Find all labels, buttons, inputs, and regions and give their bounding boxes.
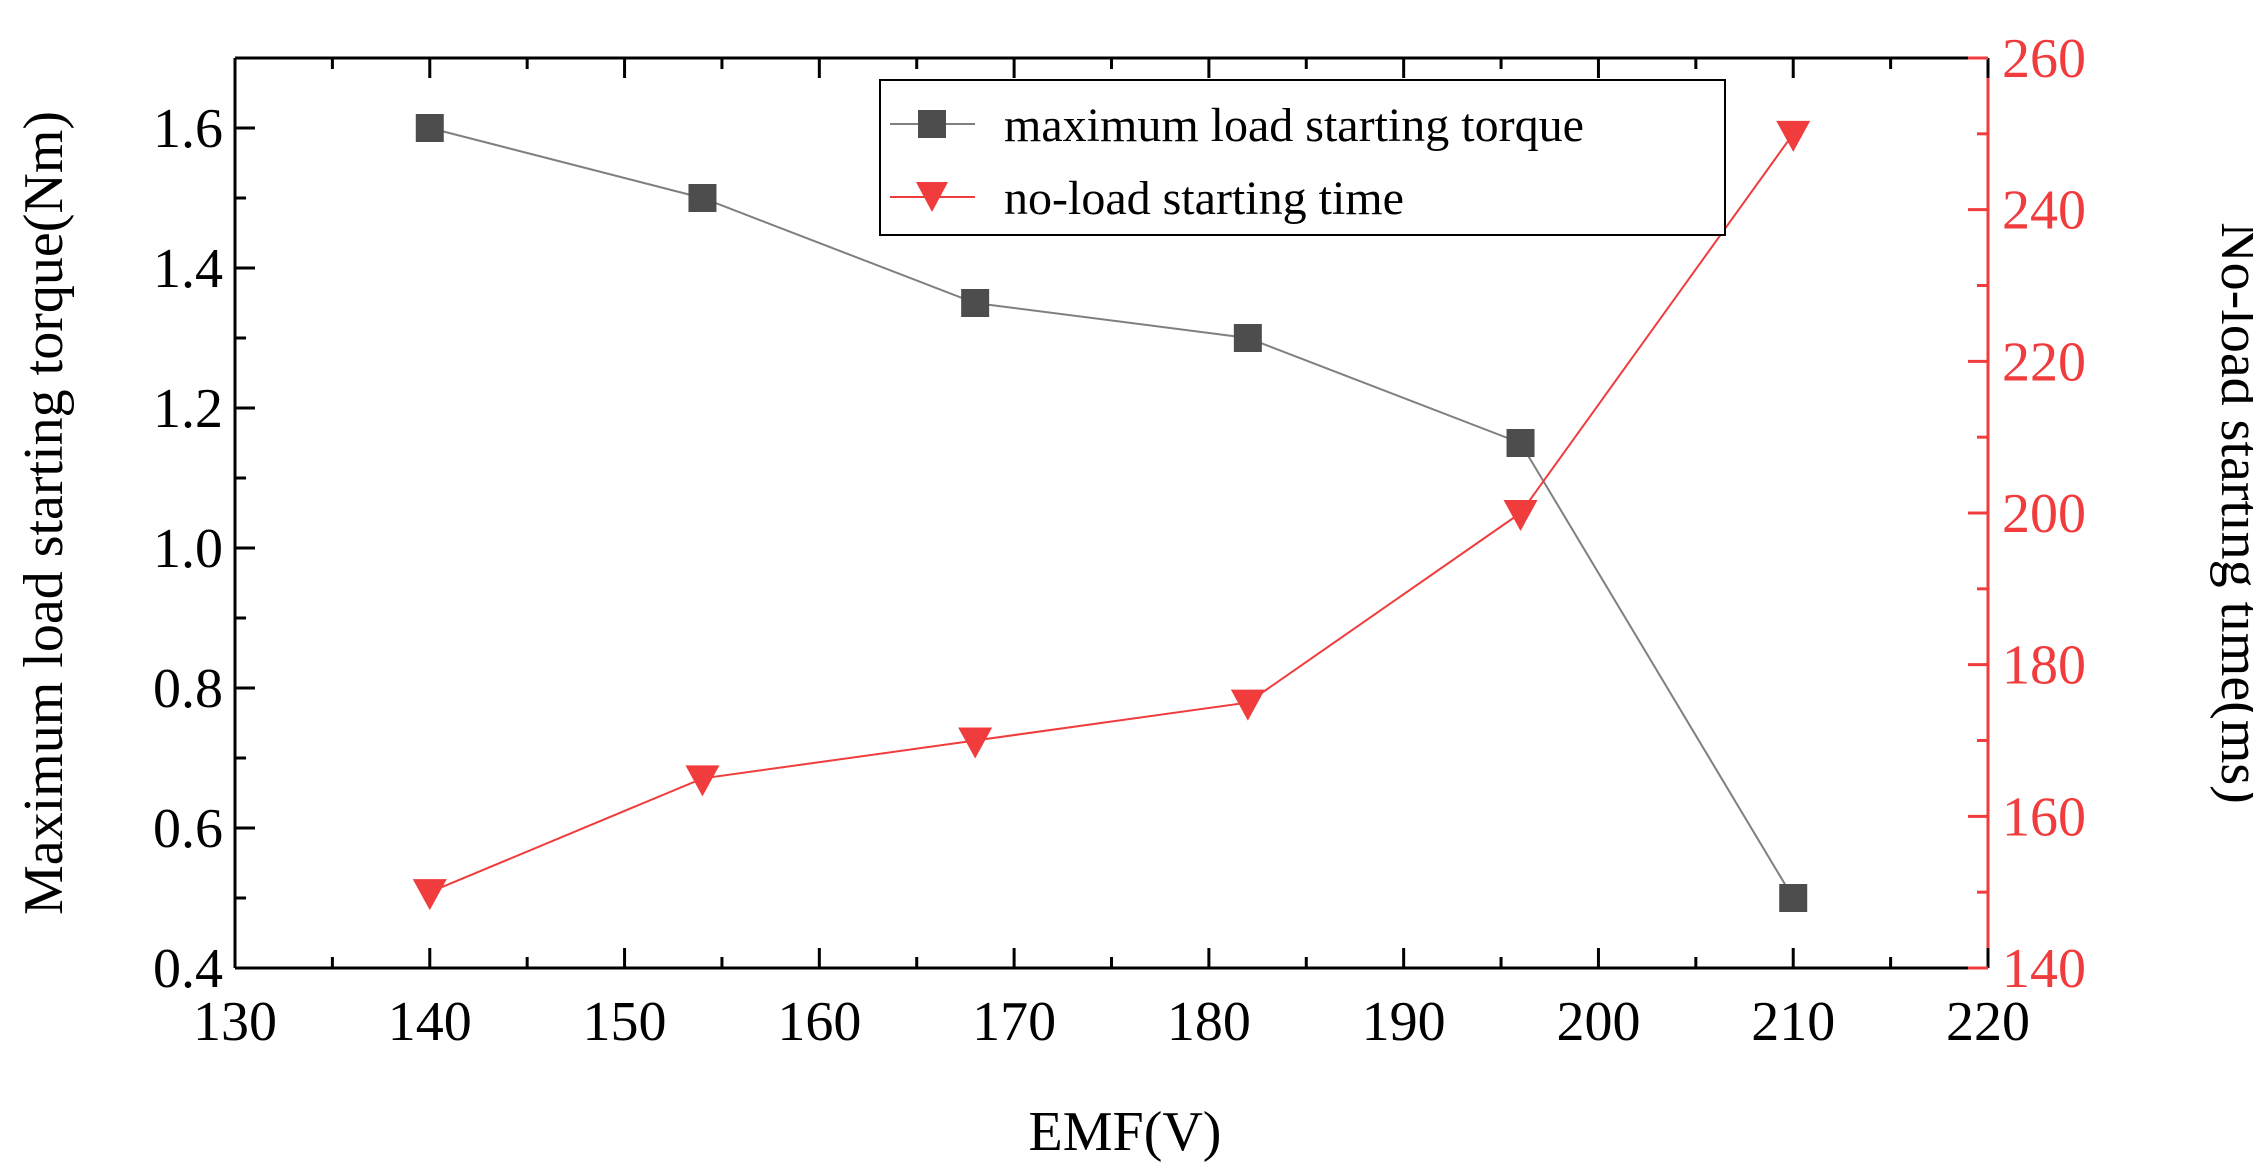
y-left-tick-label: 0.4 xyxy=(153,938,223,1000)
series-line-torque xyxy=(429,127,1795,899)
data-point-torque xyxy=(1506,429,1535,457)
legend-entry-time: no-load starting time xyxy=(890,172,1404,225)
series-line-time xyxy=(429,133,1795,894)
data-point-torque xyxy=(1233,324,1262,352)
data-point-time xyxy=(685,765,720,797)
y-left-tick-label: 1.6 xyxy=(153,98,223,160)
data-point-torque xyxy=(961,289,990,317)
legend: maximum load starting torque no-load sta… xyxy=(879,79,1726,236)
series-layer xyxy=(412,114,1811,912)
x-tick-label: 190 xyxy=(1362,991,1446,1053)
data-point-time xyxy=(1503,500,1538,531)
x-tick-label: 220 xyxy=(1946,991,2030,1053)
legend-box xyxy=(879,79,1726,236)
y-left-tick-label: 1.4 xyxy=(153,238,223,300)
y-right-tick-label: 260 xyxy=(2002,28,2086,90)
legend-marker-time xyxy=(916,182,948,212)
y-right-tick-label: 220 xyxy=(2002,331,2086,393)
y-left-axis-ticks: 0.4 0.6 0.8 1.0 1.2 1.4 1.6 xyxy=(153,98,255,1000)
y-left-tick-label: 0.8 xyxy=(153,658,223,720)
y-right-tick-label: 240 xyxy=(2002,180,2086,242)
y-left-tick-label: 1.0 xyxy=(153,518,223,580)
legend-label-torque: maximum load starting torque xyxy=(1004,99,1584,152)
data-point-time xyxy=(412,879,447,911)
x-tick-label: 210 xyxy=(1751,991,1835,1053)
x-tick-label: 170 xyxy=(972,991,1056,1053)
data-point-time xyxy=(958,727,993,759)
data-point-torque xyxy=(415,114,444,142)
y-left-tick-label: 1.2 xyxy=(153,378,223,440)
y-left-tick-label: 0.6 xyxy=(153,798,223,860)
y-right-tick-label: 200 xyxy=(2002,483,2086,545)
y-right-axis-title: No-load starting time(ms) xyxy=(2209,222,2253,804)
legend-label-time: no-load starting time xyxy=(1004,172,1404,225)
data-point-torque xyxy=(1779,884,1808,912)
y-right-tick-label: 180 xyxy=(2002,635,2086,697)
data-point-torque xyxy=(688,184,717,212)
x-tick-label: 200 xyxy=(1556,991,1640,1053)
data-point-time xyxy=(1230,689,1265,721)
x-axis-title: EMF(V) xyxy=(1029,1101,1222,1163)
legend-marker-torque xyxy=(918,110,946,138)
y-left-axis-title: Maximum load starting torque(Nm) xyxy=(13,111,75,915)
x-tick-label: 130 xyxy=(193,991,277,1053)
x-tick-label: 160 xyxy=(777,991,861,1053)
y-right-tick-label: 160 xyxy=(2002,786,2086,848)
data-point-time xyxy=(1776,120,1811,152)
y-right-tick-label: 140 xyxy=(2002,938,2086,1000)
x-tick-label: 180 xyxy=(1167,991,1251,1053)
x-tick-label: 140 xyxy=(388,991,472,1053)
x-tick-label: 150 xyxy=(583,991,667,1053)
x-axis-ticks: 130 140 150 160 170 180 190 200 210 220 xyxy=(193,58,2030,1053)
legend-entry-torque: maximum load starting torque xyxy=(890,99,1584,152)
y-right-axis-ticks: 140 160 180 200 220 240 260 xyxy=(1968,28,2086,1000)
